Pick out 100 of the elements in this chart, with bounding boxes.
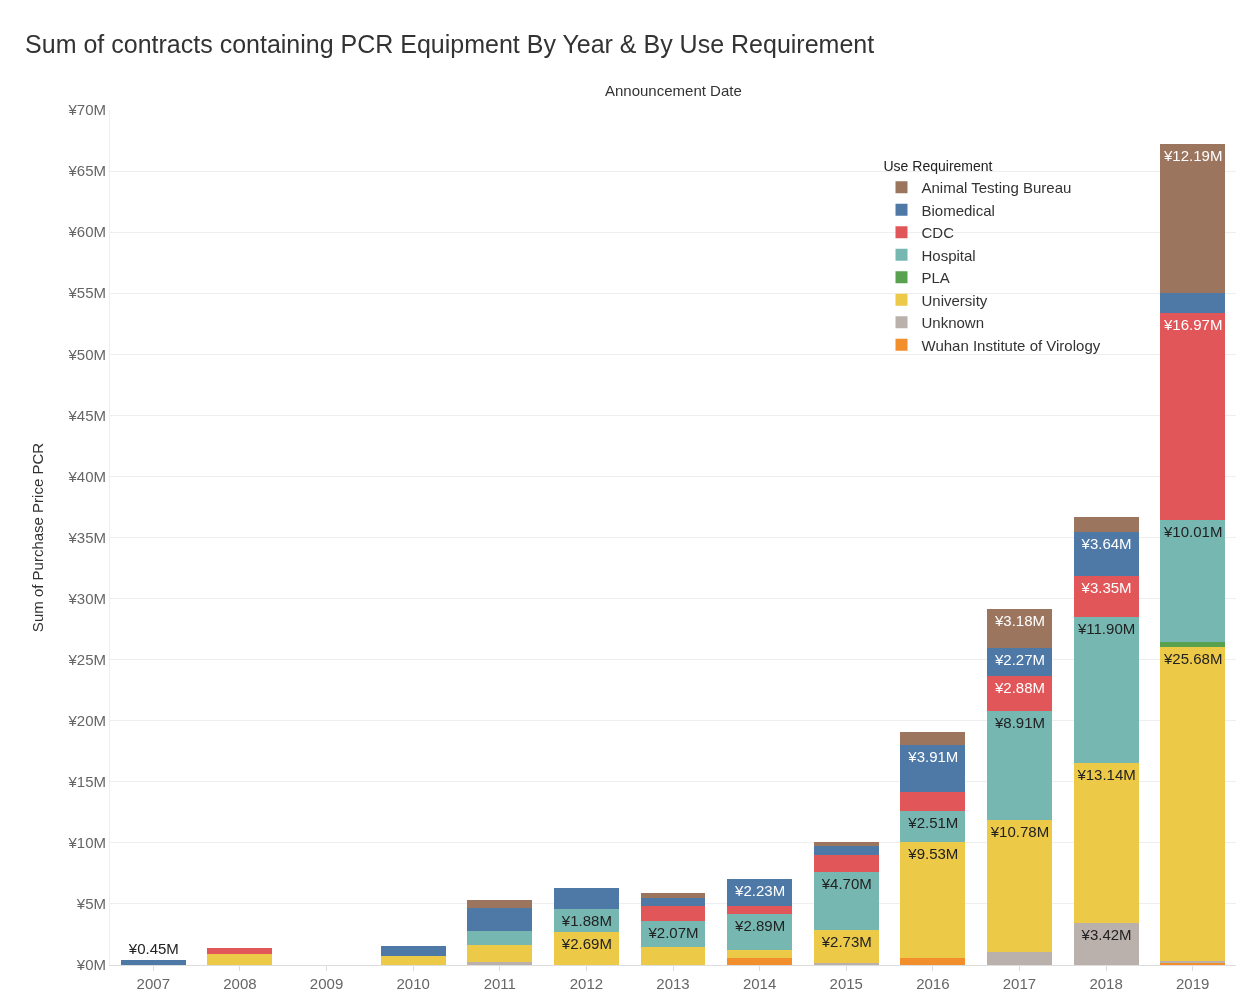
data-label: ¥16.97M	[1163, 315, 1223, 333]
legend-label: CDC	[921, 224, 955, 242]
bar	[640, 897, 706, 907]
bar	[467, 961, 533, 965]
bar	[1160, 647, 1226, 961]
legend-label: Animal Testing Bureau	[921, 179, 1072, 197]
legend-label: Wuhan Institute of Virology	[921, 336, 1101, 354]
bar	[1160, 293, 1226, 313]
y-tick-label: ¥5M	[75, 895, 106, 913]
bar	[640, 892, 706, 898]
bar	[986, 819, 1052, 952]
data-label: ¥3.64M	[1080, 535, 1132, 552]
bar	[1160, 519, 1226, 643]
legend-label: PLA	[921, 269, 950, 287]
bar	[900, 792, 966, 812]
bar	[467, 931, 533, 946]
legend-label: Biomedical	[921, 201, 995, 219]
data-label: ¥3.91M	[907, 747, 959, 765]
data-label: ¥2.23M	[734, 882, 786, 900]
legend-label: Unknown	[921, 314, 985, 332]
y-tick-label: ¥15M	[67, 773, 106, 791]
x-tick-label: 2011	[483, 975, 516, 992]
y-tick-label: ¥10M	[67, 834, 106, 852]
data-label: ¥9.53M	[907, 844, 959, 862]
x-tick-label: 2007	[136, 975, 170, 992]
x-tick-label: 2010	[396, 975, 430, 992]
y-tick-label: ¥60M	[67, 223, 106, 241]
y-tick-label: ¥70M	[67, 101, 106, 119]
bar	[1073, 762, 1139, 924]
bar	[727, 906, 793, 915]
bar	[813, 872, 879, 930]
data-label: ¥2.88M	[993, 678, 1045, 696]
bar	[1160, 642, 1226, 648]
x-tick-label: 2018	[1089, 975, 1123, 992]
bar	[986, 711, 1052, 820]
y-tick-label: ¥0M	[75, 956, 106, 974]
y-tick-label: ¥55M	[67, 284, 106, 302]
bar	[467, 900, 533, 908]
bar	[813, 854, 879, 873]
y-tick-label: ¥30M	[67, 589, 106, 607]
y-tick-label: ¥65M	[67, 162, 106, 180]
bar	[986, 951, 1052, 965]
bar	[1073, 617, 1139, 763]
data-label: ¥8.91M	[993, 714, 1045, 732]
data-label: ¥2.07M	[647, 924, 699, 942]
bar	[1160, 312, 1226, 520]
y-tick-label: ¥50M	[67, 345, 106, 363]
bar	[640, 906, 706, 922]
y-tick-label: ¥45M	[67, 406, 106, 424]
data-label: ¥3.35M	[1080, 579, 1132, 597]
y-axis-title: Sum of Purchase Price PCR	[28, 442, 46, 633]
bar	[467, 907, 533, 932]
bar	[380, 956, 446, 965]
x-tick-label: 2015	[829, 975, 863, 992]
y-tick-label: ¥40M	[67, 467, 106, 485]
bar	[900, 841, 966, 959]
bar	[207, 947, 273, 955]
x-tick-label: 2009	[309, 975, 344, 992]
x-tick-label: 2013	[656, 975, 690, 992]
data-label: ¥12.19M	[1163, 147, 1223, 165]
chart-title: Sum of contracts containing PCR Equipment By Year & By Use Requirement	[25, 29, 875, 58]
legend-title: Use Requirement	[883, 157, 993, 174]
bar	[727, 958, 793, 965]
x-tick-label: 2008	[223, 975, 257, 992]
bar	[813, 842, 879, 847]
bar	[207, 954, 273, 965]
bar	[640, 946, 706, 965]
data-label: ¥3.18M	[993, 612, 1045, 630]
bar	[553, 887, 619, 910]
bar	[986, 609, 1052, 649]
bar	[727, 949, 793, 959]
data-label: ¥2.69M	[560, 935, 612, 953]
x-tick-label: 2017	[1002, 975, 1037, 992]
data-label: ¥13.14M	[1076, 765, 1136, 783]
data-label: ¥1.88M	[560, 912, 612, 930]
data-label: ¥4.70M	[820, 875, 872, 893]
x-tick-label: 2016	[916, 975, 950, 992]
bar	[1073, 923, 1139, 965]
bar	[467, 945, 533, 962]
data-label: ¥11.90M	[1076, 620, 1136, 638]
y-tick-label: ¥20M	[67, 711, 106, 729]
data-label: ¥10.78M	[989, 822, 1050, 840]
data-label: ¥10.01M	[1163, 522, 1223, 540]
data-label: ¥0.45M	[127, 939, 179, 957]
bar	[1073, 516, 1139, 532]
bar	[1160, 144, 1226, 294]
x-tick-label: 2012	[569, 975, 604, 992]
data-label: ¥2.27M	[993, 651, 1045, 669]
data-label: ¥25.68M	[1163, 650, 1223, 668]
x-tick-label: 2019	[1176, 975, 1210, 992]
data-label: ¥2.51M	[907, 814, 959, 832]
y-tick-label: ¥35M	[67, 528, 106, 546]
data-label: ¥2.73M	[820, 932, 872, 950]
data-label: ¥2.89M	[734, 917, 786, 935]
bar	[900, 958, 966, 965]
y-tick-label: ¥25M	[67, 650, 106, 668]
bar	[380, 946, 446, 957]
x-tick-label: 2014	[742, 975, 777, 992]
x-axis-title: Announcement Date	[605, 82, 742, 99]
legend-label: Hospital	[921, 246, 976, 264]
